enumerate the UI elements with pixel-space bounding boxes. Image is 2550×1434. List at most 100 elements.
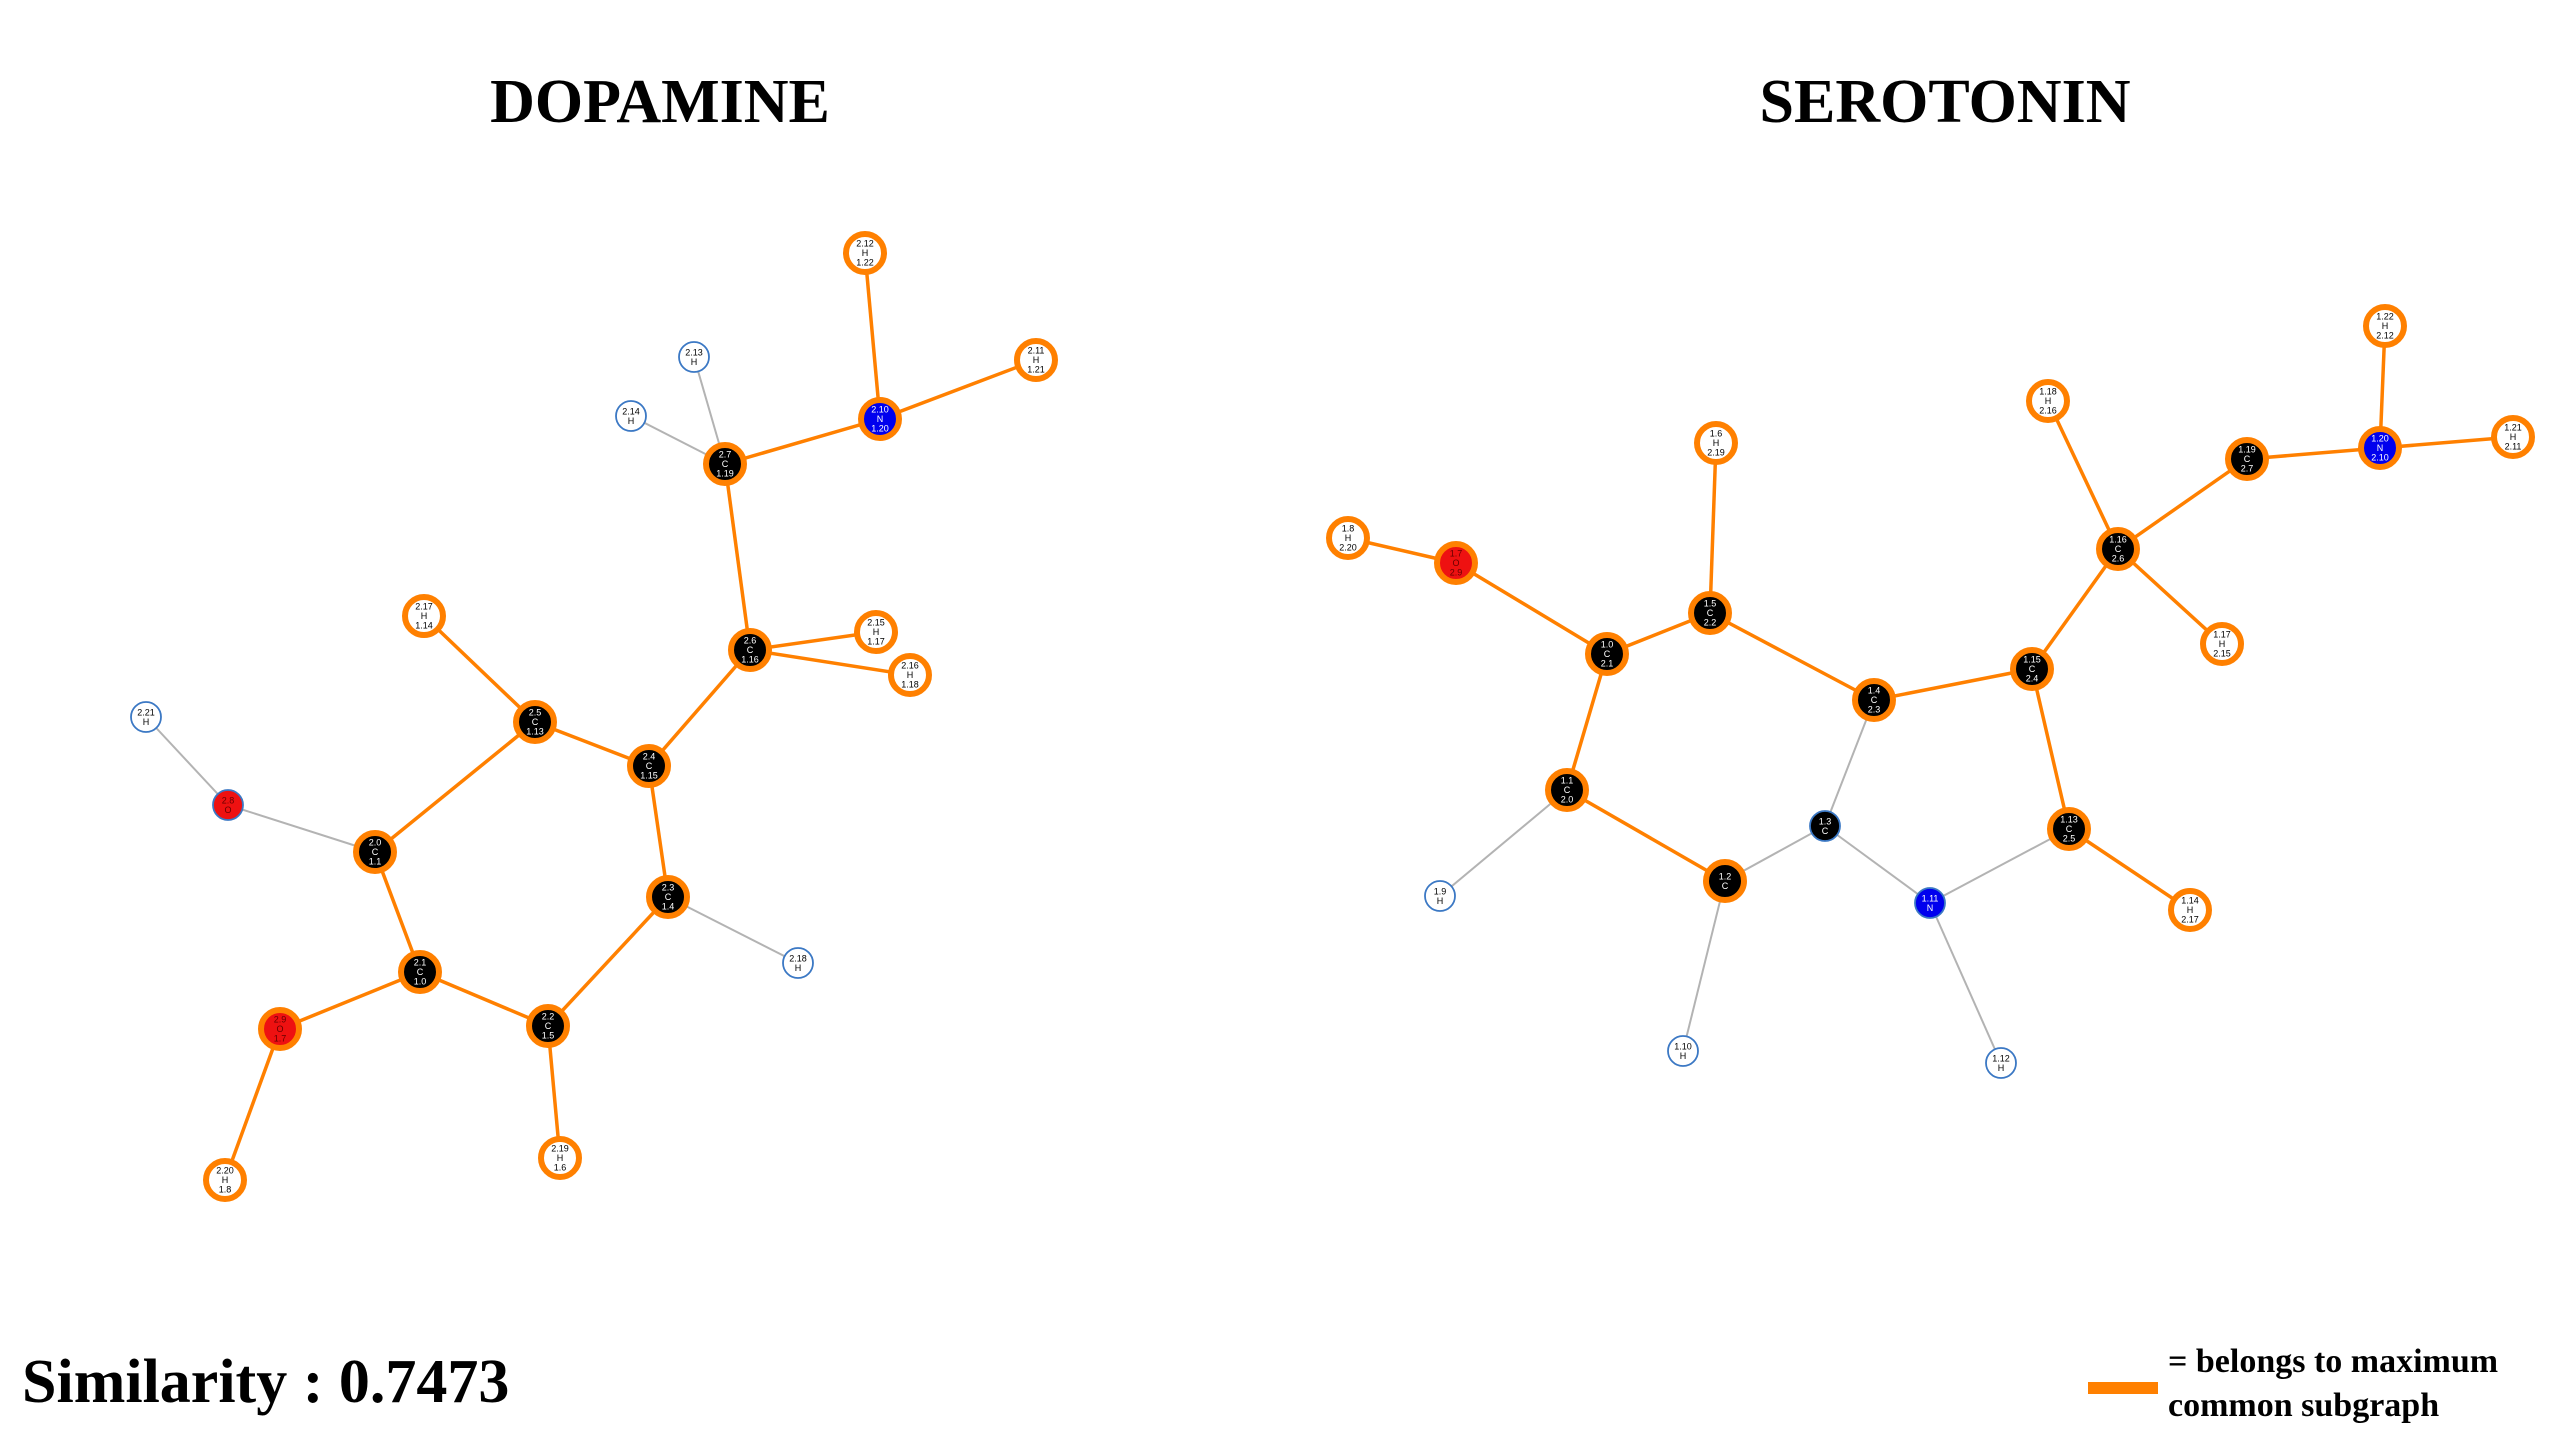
serotonin-atom-1.2: 1.2C: [1703, 859, 1747, 903]
dopamine-bond-2.8-2.21: [145, 716, 229, 806]
serotonin-atom-label: 2.0: [1561, 795, 1574, 805]
dopamine-atom-label: 1.15: [640, 771, 658, 781]
serotonin-atom-label: 2.16: [2039, 406, 2057, 416]
dopamine-atom-2.13: 2.13H: [678, 341, 710, 373]
serotonin-atom-1.8: 1.8H2.20: [1326, 516, 1370, 560]
dopamine-atom-label: 2.5: [529, 708, 542, 718]
dopamine-atom-label: H: [143, 717, 150, 727]
dopamine-atom-label: 2.6: [744, 636, 757, 646]
serotonin-atom-label: 1.7: [1450, 549, 1463, 559]
serotonin-atom-label: 2.5: [2063, 834, 2076, 844]
serotonin-atom-label: 2.12: [2376, 331, 2394, 341]
dopamine-atom-label: 1.16: [741, 655, 759, 665]
serotonin-bond-1.4-1.15: [1873, 667, 2033, 702]
serotonin-atom-label: 2.3: [1868, 705, 1881, 715]
dopamine-atom-label: H: [795, 963, 802, 973]
dopamine-atom-2.4: 2.4C1.15: [627, 744, 671, 788]
serotonin-atom-label: 2.6: [2112, 554, 2125, 564]
dopamine-atom-2.8: 2.8O: [212, 789, 244, 821]
dopamine-bond-2.1-2.2: [419, 970, 549, 1028]
serotonin-bond-1.16-1.19: [2116, 457, 2249, 551]
serotonin-atom-label: 1.11: [1922, 893, 1939, 903]
legend: = belongs to maximum common subgraph: [2088, 1340, 2538, 1430]
serotonin-atom-label: H: [2510, 432, 2517, 442]
dopamine-atom-label: C: [747, 645, 754, 655]
dopamine-atom-label: O: [276, 1024, 283, 1034]
dopamine-atom-label: 2.1: [414, 958, 427, 968]
serotonin-atom-1.10: 1.10H: [1667, 1035, 1699, 1067]
dopamine-atom-label: C: [722, 459, 729, 469]
dopamine-bond-2.5-2.0: [373, 720, 537, 854]
dopamine-atom-label: H: [862, 248, 869, 258]
serotonin-atom-1.1: 1.1C2.0: [1545, 768, 1589, 812]
dopamine-atom-label: 1.5: [542, 1031, 555, 1041]
dopamine-atom-label: 2.2: [542, 1012, 555, 1022]
dopamine-atom-label: 2.19: [551, 1144, 569, 1154]
serotonin-bond-1.13-1.14: [2068, 827, 2191, 912]
dopamine-atom-label: 2.16: [901, 661, 919, 671]
serotonin-atom-label: 2.1: [1601, 659, 1614, 669]
serotonin-atom-label: 1.0: [1601, 640, 1614, 650]
dopamine-bond-2.2-2.19: [546, 1025, 562, 1159]
dopamine-atom-label: C: [646, 761, 653, 771]
serotonin-bond-1.0-1.1: [1565, 653, 1609, 791]
dopamine-atom-2.0: 2.0C1.1: [353, 830, 397, 874]
dopamine-atom-label: H: [873, 627, 880, 637]
serotonin-atom-1.6: 1.6H2.19: [1694, 421, 1738, 465]
dopamine-atom-label: 2.11: [1028, 346, 1045, 356]
serotonin-bond-1.16-1.18: [2046, 400, 2120, 550]
serotonin-bond-1.1-1.9: [1439, 789, 1568, 897]
serotonin-atom-label: 2.20: [1339, 543, 1357, 553]
dopamine-bond-2.10-2.12: [863, 252, 882, 420]
dopamine-atom-label: 2.3: [662, 883, 675, 893]
dopamine-bond-2.4-2.6: [647, 648, 752, 768]
serotonin-bond-1.16-1.17: [2116, 547, 2224, 646]
serotonin-atom-label: 1.6: [1710, 429, 1723, 439]
serotonin-atom-label: O: [1452, 558, 1459, 568]
serotonin-atom-label: 1.14: [2181, 896, 2199, 906]
serotonin-atom-1.11: 1.11N: [1914, 887, 1946, 919]
serotonin-atom-label: 1.10: [1674, 1041, 1692, 1051]
dopamine-atom-label: H: [557, 1153, 564, 1163]
dopamine-atom-label: H: [222, 1175, 229, 1185]
dopamine-bond-2.7-2.10: [724, 417, 881, 466]
dopamine-atom-label: 1.6: [554, 1163, 567, 1173]
serotonin-atom-label: H: [2382, 321, 2389, 331]
serotonin-atom-label: H: [1713, 438, 1720, 448]
dopamine-atom-label: C: [532, 717, 539, 727]
serotonin-bond-1.5-1.4: [1709, 611, 1875, 702]
serotonin-atom-1.7: 1.7O2.9: [1434, 541, 1478, 585]
dopamine-bond-2.3-2.4: [647, 765, 670, 898]
legend-mcs-swatch: [2088, 1382, 2158, 1394]
serotonin-atom-label: 2.15: [2213, 649, 2231, 659]
dopamine-atom-label: 2.9: [274, 1015, 287, 1025]
dopamine-atom-2.5: 2.5C1.13: [513, 700, 557, 744]
dopamine-atom-label: 2.4: [643, 752, 656, 762]
dopamine-atom-label: 1.1: [369, 857, 382, 867]
dopamine-atom-label: 2.17: [415, 602, 433, 612]
serotonin-bond-1.20-1.21: [2379, 435, 2514, 450]
dopamine-atom-2.1: 2.1C1.0: [398, 950, 442, 994]
serotonin-atom-label: N: [2377, 443, 2384, 453]
dopamine-bond-2.1-2.9: [279, 970, 421, 1031]
serotonin-atom-label: 1.3: [1819, 816, 1832, 826]
dopamine-atom-label: O: [224, 805, 231, 815]
serotonin-atom-label: 2.9: [1450, 568, 1463, 578]
dopamine-atom-label: 2.18: [789, 953, 807, 963]
serotonin-atom-1.5: 1.5C2.2: [1688, 591, 1732, 635]
serotonin-atom-label: C: [1871, 695, 1878, 705]
serotonin-atom-label: H: [2219, 639, 2226, 649]
dopamine-atom-label: 1.7: [274, 1034, 287, 1044]
dopamine-graph: 2.0C1.12.1C1.02.2C1.52.3C1.42.4C1.152.5C…: [130, 231, 1058, 1202]
dopamine-bond-2.6-2.16: [749, 648, 911, 677]
serotonin-bond-1.15-1.13: [2030, 668, 2071, 830]
